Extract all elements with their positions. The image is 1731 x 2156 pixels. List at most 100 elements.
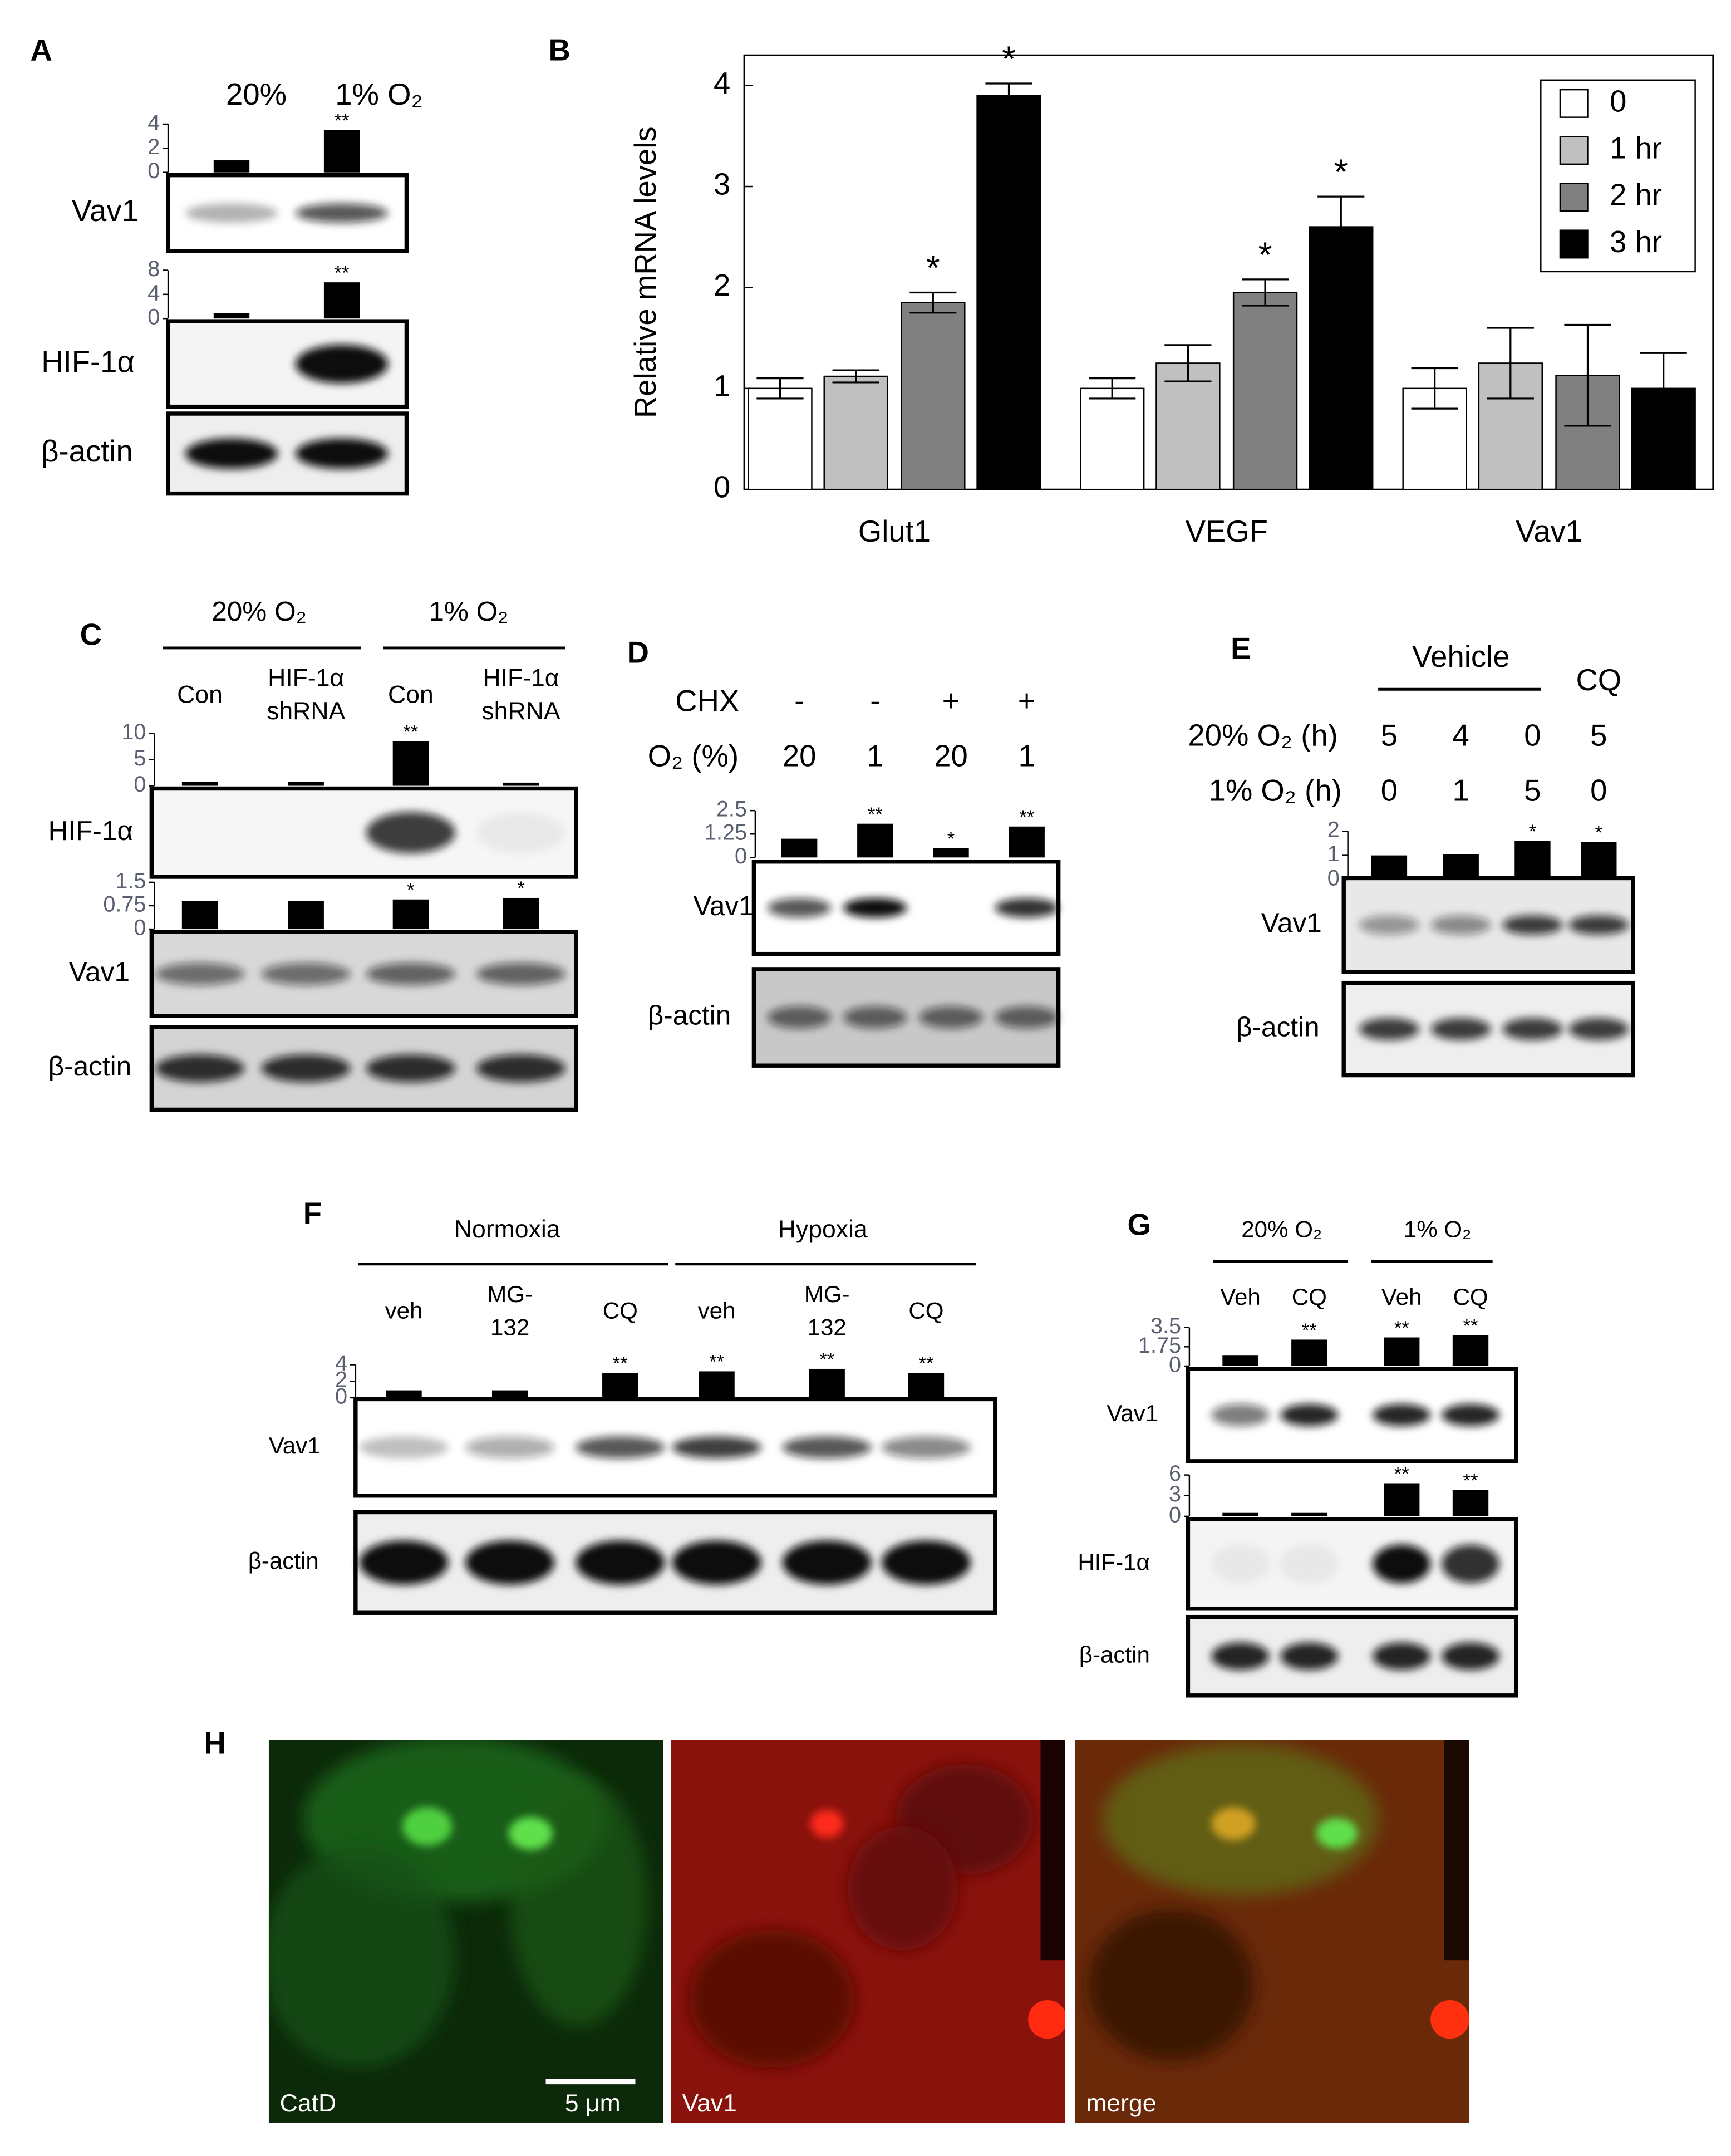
bar bbox=[1443, 854, 1479, 880]
image-label: Vav1 bbox=[682, 2090, 737, 2117]
bar bbox=[503, 897, 539, 930]
band bbox=[366, 812, 455, 853]
significance-marker: ** bbox=[613, 1353, 628, 1374]
error-bar bbox=[1089, 377, 1136, 400]
y-tick-label: 5 bbox=[134, 746, 146, 770]
band bbox=[1280, 1404, 1339, 1426]
lane-label: Veh bbox=[1220, 1284, 1261, 1310]
panel-letter: A bbox=[30, 33, 52, 67]
lane-label: CQ bbox=[1453, 1284, 1488, 1310]
lane-label: Con bbox=[388, 681, 434, 708]
band bbox=[576, 1540, 665, 1585]
row-label: O₂ (%) bbox=[648, 739, 739, 773]
x-tick-label: VEGF bbox=[1186, 514, 1268, 548]
band bbox=[1373, 1404, 1431, 1426]
bar bbox=[823, 375, 888, 490]
band bbox=[1442, 1642, 1500, 1670]
y-tick-label: 6 bbox=[1169, 1461, 1181, 1486]
panel-letter: H bbox=[204, 1726, 225, 1760]
micrograph-vav1 bbox=[671, 1740, 1066, 2123]
band bbox=[1211, 1404, 1270, 1426]
panel-letter: G bbox=[1127, 1207, 1150, 1241]
lane-label: HIF-1α bbox=[268, 665, 344, 692]
group-label: 1% O₂ bbox=[1404, 1216, 1472, 1242]
y-tick-label: 2.5 bbox=[716, 797, 747, 822]
error-bar bbox=[1241, 278, 1289, 307]
significance-marker: * bbox=[407, 880, 415, 901]
significance-marker: ** bbox=[1394, 1318, 1409, 1339]
band bbox=[359, 1436, 449, 1458]
band bbox=[366, 1054, 455, 1082]
significance-marker: ** bbox=[819, 1349, 834, 1370]
bar bbox=[1222, 1512, 1258, 1516]
y-tick-label: 1 bbox=[1327, 842, 1340, 866]
lane-label: veh bbox=[385, 1298, 423, 1324]
band bbox=[1442, 1404, 1500, 1426]
blot-label: Vav1 bbox=[1261, 908, 1322, 939]
row-cell: 20 bbox=[783, 739, 817, 773]
band bbox=[1568, 915, 1629, 935]
significance-marker: ** bbox=[1463, 1315, 1478, 1337]
legend-label: 2 hr bbox=[1610, 178, 1662, 212]
lane-label: CQ bbox=[1292, 1284, 1327, 1310]
band bbox=[1430, 1018, 1491, 1040]
row-cell: - bbox=[794, 684, 804, 718]
bar bbox=[503, 782, 539, 786]
lane-label: shRNA bbox=[481, 698, 560, 725]
row-cell: 1 bbox=[1019, 739, 1035, 773]
y-tick-label: 2 bbox=[335, 1368, 347, 1392]
significance-marker: ** bbox=[1019, 807, 1034, 828]
y-tick-label: 0 bbox=[134, 772, 146, 797]
group-label: CQ bbox=[1576, 663, 1621, 697]
blot-label: Vav1 bbox=[1107, 1400, 1158, 1426]
y-tick-label: 0 bbox=[147, 305, 160, 330]
bar bbox=[1009, 826, 1045, 858]
significance-marker: * bbox=[1529, 821, 1537, 842]
error-bar bbox=[1411, 367, 1458, 410]
y-tick-label: 4 bbox=[335, 1351, 347, 1376]
legend-swatch bbox=[1559, 89, 1589, 118]
row-cell: 4 bbox=[1453, 718, 1469, 752]
band bbox=[476, 812, 566, 853]
bar bbox=[1155, 362, 1221, 490]
band bbox=[1373, 1544, 1431, 1583]
bar bbox=[323, 130, 360, 173]
band bbox=[185, 438, 278, 469]
bar bbox=[491, 1390, 528, 1398]
legend-label: 1 hr bbox=[1610, 131, 1662, 165]
lane-label: 20% bbox=[226, 77, 287, 111]
row-cell: 0 bbox=[1590, 773, 1607, 807]
y-tick-label: 1.75 bbox=[1138, 1333, 1181, 1358]
bar bbox=[288, 901, 324, 930]
band bbox=[295, 438, 389, 469]
band bbox=[1568, 1018, 1629, 1040]
y-tick-label: 3.5 bbox=[1150, 1314, 1181, 1338]
legend-swatch bbox=[1559, 136, 1589, 165]
error-bar bbox=[909, 291, 957, 314]
blot-label: β-actin bbox=[48, 1051, 132, 1082]
bar bbox=[323, 282, 360, 319]
significance-marker: ** bbox=[1463, 1470, 1478, 1491]
error-bar bbox=[1487, 327, 1534, 400]
significance-marker: ** bbox=[403, 721, 418, 743]
band bbox=[465, 1436, 555, 1458]
group-label: Vehicle bbox=[1412, 640, 1510, 674]
bar bbox=[1452, 1490, 1489, 1516]
band bbox=[185, 203, 278, 223]
x-tick-label: Vav1 bbox=[1516, 514, 1582, 548]
legend-swatch bbox=[1559, 229, 1589, 259]
bar bbox=[781, 838, 818, 858]
blot-label: Vav1 bbox=[693, 891, 754, 921]
band bbox=[1430, 915, 1491, 935]
bar bbox=[1452, 1335, 1489, 1367]
y-tick-label: 0 bbox=[714, 470, 730, 504]
band bbox=[1211, 1642, 1270, 1670]
blot-label: Vav1 bbox=[69, 957, 130, 988]
band bbox=[1211, 1544, 1270, 1583]
band bbox=[782, 1540, 872, 1585]
significance-marker: * bbox=[1258, 234, 1272, 274]
bar bbox=[392, 741, 429, 786]
lane-label: MG- bbox=[487, 1281, 533, 1307]
band bbox=[155, 962, 245, 985]
band bbox=[1359, 1018, 1420, 1040]
